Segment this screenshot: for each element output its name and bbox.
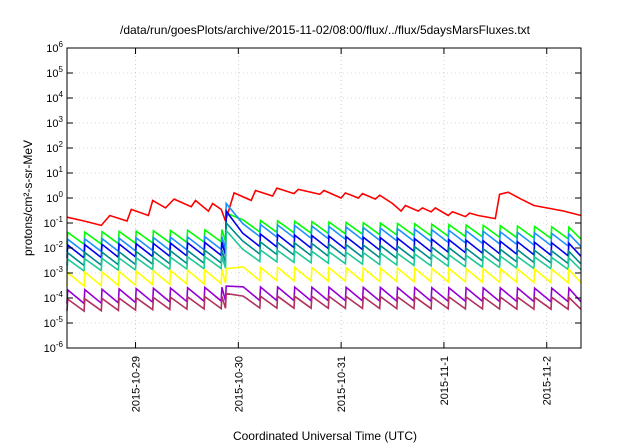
y-tick-exponent: 5 — [59, 65, 64, 74]
x-ticks: 2015-10-29 2015-10-30 2015-10-31 2015-11-1 2… — [131, 48, 554, 412]
y-tick-label: 10-1 — [44, 215, 64, 230]
y-axis-label: protons/cm²-s-sr-MeV — [21, 140, 35, 256]
y-tick-exponent: 1 — [59, 165, 64, 174]
y-tick-exponent: -6 — [56, 340, 64, 349]
y-tick-label: 10-5 — [44, 315, 64, 330]
y-tick-exponent: 6 — [59, 40, 64, 49]
y-tick-exponent: 3 — [59, 115, 64, 124]
x-tick-label: 2015-11-1 — [439, 356, 451, 405]
series-line-7 — [66, 265, 582, 288]
y-tick-exponent: 0 — [59, 190, 64, 199]
series-layer — [66, 187, 582, 313]
y-tick-label: 10-2 — [44, 240, 64, 255]
y-tick-label: 10-3 — [44, 265, 64, 280]
y-tick-label: 102 — [46, 140, 63, 155]
y-tick-exponent: -2 — [56, 240, 64, 249]
y-tick-label: 106 — [46, 40, 63, 55]
y-tick-exponent: 2 — [59, 140, 64, 149]
y-tick-label: 10-6 — [44, 340, 64, 355]
series-line-1 — [66, 187, 582, 227]
x-tick-label: 2015-11-2 — [542, 356, 554, 405]
y-tick-label: 100 — [46, 190, 63, 205]
x-tick-label: 2015-10-31 — [336, 356, 348, 412]
y-tick-label: 103 — [46, 115, 63, 130]
y-ticks: 10-610-510-410-310-210-11001011021031041… — [44, 40, 581, 355]
y-tick-exponent: -1 — [56, 215, 64, 224]
x-tick-label: 2015-10-29 — [131, 356, 143, 412]
series-line-2 — [66, 211, 582, 246]
y-tick-exponent: -5 — [56, 315, 64, 324]
x-tick-label: 2015-10-30 — [233, 356, 245, 412]
y-tick-label: 10-4 — [44, 290, 64, 305]
chart-title: /data/run/goesPlots/archive/2015-11-02/0… — [120, 23, 531, 37]
series-line-9 — [66, 292, 582, 313]
y-tick-exponent: -4 — [56, 290, 64, 299]
y-tick-label: 105 — [46, 65, 63, 80]
y-tick-label: 101 — [46, 165, 63, 180]
y-tick-exponent: -3 — [56, 265, 64, 274]
y-tick-label: 104 — [46, 90, 63, 105]
x-axis-label: Coordinated Universal Time (UTC) — [233, 429, 417, 443]
series-line-8 — [66, 285, 582, 306]
y-tick-exponent: 4 — [59, 90, 64, 99]
